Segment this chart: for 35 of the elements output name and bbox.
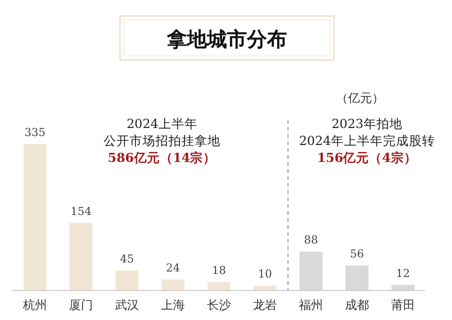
data-label: 45 (120, 252, 134, 266)
x-tick-label: 龙岩 (253, 298, 277, 312)
x-tick-label: 福州 (299, 298, 323, 312)
y-axis-title: （亿元） (336, 91, 384, 105)
annotation: 公开市场招拍挂拿地 (104, 133, 220, 148)
x-tick-label: 杭州 (22, 298, 47, 312)
data-label: 56 (350, 248, 364, 261)
bar (392, 284, 414, 290)
annotation: 2024年上半年完成股转 (299, 133, 435, 148)
data-label: 154 (70, 204, 92, 218)
x-tick-label: 厦门 (69, 298, 93, 312)
bar (70, 222, 92, 290)
data-label: 335 (24, 126, 46, 139)
x-tick-label: 长沙 (207, 298, 231, 312)
x-tick-label: 上海 (161, 298, 185, 312)
bar (24, 144, 46, 290)
data-label: 12 (396, 266, 410, 280)
text: 2024上半年 (126, 116, 198, 131)
data-label: 18 (212, 264, 226, 278)
bar (116, 270, 138, 290)
annotation: 586亿元（14宗） (108, 150, 216, 165)
bar (300, 252, 322, 290)
x-tick-label: 成都 (345, 298, 369, 312)
data-label: 10 (258, 268, 272, 281)
bar (254, 286, 276, 290)
x-tick-label: 莆田 (391, 298, 415, 312)
bar (162, 280, 184, 290)
annotation: 156亿元（4宗） (317, 150, 417, 165)
data-label: 88 (304, 234, 318, 247)
chart-title: 拿地城市分布 (166, 27, 287, 51)
bar (346, 266, 368, 290)
text: 2023年拍地 (332, 116, 402, 131)
x-tick-label: 武汉 (115, 298, 139, 312)
data-label: 24 (166, 262, 180, 275)
bar (208, 282, 230, 290)
